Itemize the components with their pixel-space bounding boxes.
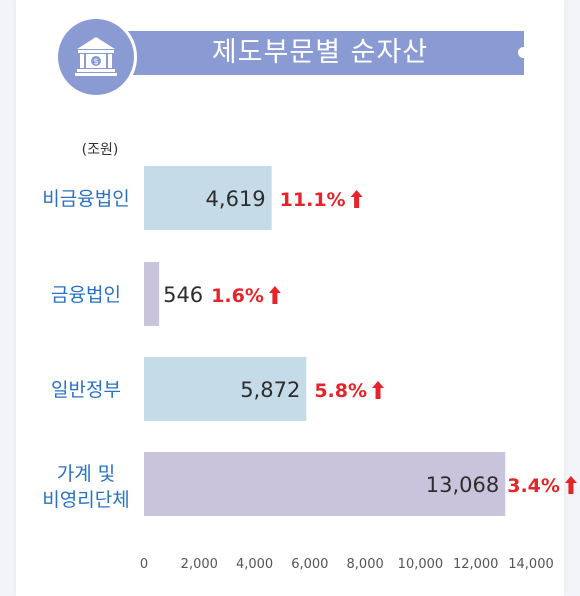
- category-label: 금융법인: [51, 284, 121, 306]
- value-label: 13,068: [426, 473, 499, 497]
- category-label: 비영리단체: [42, 489, 129, 511]
- unit-label: (조원): [82, 142, 119, 158]
- bank-building-icon: $: [58, 19, 134, 95]
- x-tick-label: 6,000: [291, 557, 328, 572]
- x-tick-label: 4,000: [236, 557, 273, 572]
- x-tick-label: 8,000: [347, 557, 384, 572]
- x-tick-label: 10,000: [398, 557, 444, 572]
- bar: [144, 262, 160, 326]
- x-tick-label: 0: [140, 557, 148, 572]
- percent-label: 5.8%: [314, 380, 367, 402]
- svg-text:$: $: [93, 57, 98, 66]
- bar: [144, 166, 272, 230]
- chart-title: 제도부문별 순자산: [211, 37, 429, 68]
- category-label: 비금융법인: [42, 188, 129, 210]
- x-tick-label: 12,000: [453, 557, 499, 572]
- x-tick-label: 2,000: [181, 557, 218, 572]
- category-label: 일반정부: [51, 379, 121, 401]
- x-tick-label: 14,000: [508, 557, 554, 572]
- category-label: 가계 및: [57, 463, 115, 485]
- bar: [144, 452, 506, 516]
- up-arrow-icon: [350, 190, 363, 208]
- value-label: 4,619: [206, 187, 266, 211]
- bar: [144, 357, 307, 421]
- value-label: 546: [163, 283, 203, 307]
- up-arrow-icon: [372, 381, 385, 399]
- percent-label: 11.1%: [280, 189, 346, 211]
- title-banner: 제도부문별 순자산: [116, 31, 529, 75]
- percent-label: 1.6%: [211, 285, 264, 307]
- up-arrow-icon: [564, 476, 577, 494]
- banner-notch: [518, 47, 529, 58]
- up-arrow-icon: [268, 286, 281, 304]
- percent-label: 3.4%: [507, 475, 560, 497]
- value-label: 5,872: [240, 378, 300, 402]
